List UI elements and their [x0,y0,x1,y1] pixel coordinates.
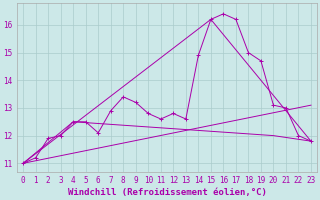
X-axis label: Windchill (Refroidissement éolien,°C): Windchill (Refroidissement éolien,°C) [68,188,267,197]
